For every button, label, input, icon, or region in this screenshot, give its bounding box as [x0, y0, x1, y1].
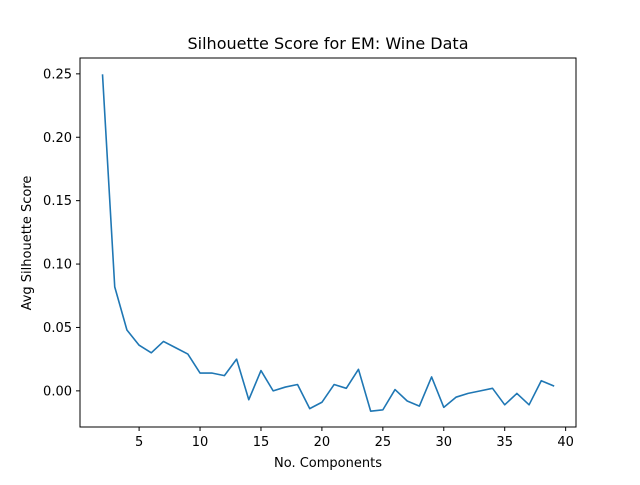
- x-tick-label: 30: [436, 435, 453, 450]
- y-tick-label: 0.05: [43, 321, 72, 336]
- x-tick-label: 40: [557, 435, 574, 450]
- ticks-layer: 5 10 15 20 25 30 35 40 0.00 0.05 0.10 0.15 0.20 0.25: [43, 67, 574, 450]
- series-line: [101, 74, 555, 412]
- y-tick-label: 0.25: [43, 67, 72, 82]
- x-tick-label: 10: [192, 435, 209, 450]
- series-layer: [101, 74, 555, 412]
- x-tick-label: 25: [375, 435, 392, 450]
- y-axis-label: Avg Silhouette Score: [20, 176, 35, 311]
- y-tick-label: 0.20: [43, 131, 72, 146]
- x-tick-label: 35: [496, 435, 513, 450]
- x-tick-label: 20: [314, 435, 331, 450]
- x-tick-label: 5: [135, 435, 143, 450]
- y-tick-label: 0.10: [43, 258, 72, 273]
- plot-area-frame: [79, 57, 577, 428]
- y-tick-label: 0.15: [43, 194, 72, 209]
- x-tick-label: 15: [253, 435, 270, 450]
- chart-title: Silhouette Score for EM: Wine Data: [188, 34, 469, 53]
- y-tick-label: 0.00: [43, 384, 72, 399]
- x-axis-label: No. Components: [274, 456, 382, 471]
